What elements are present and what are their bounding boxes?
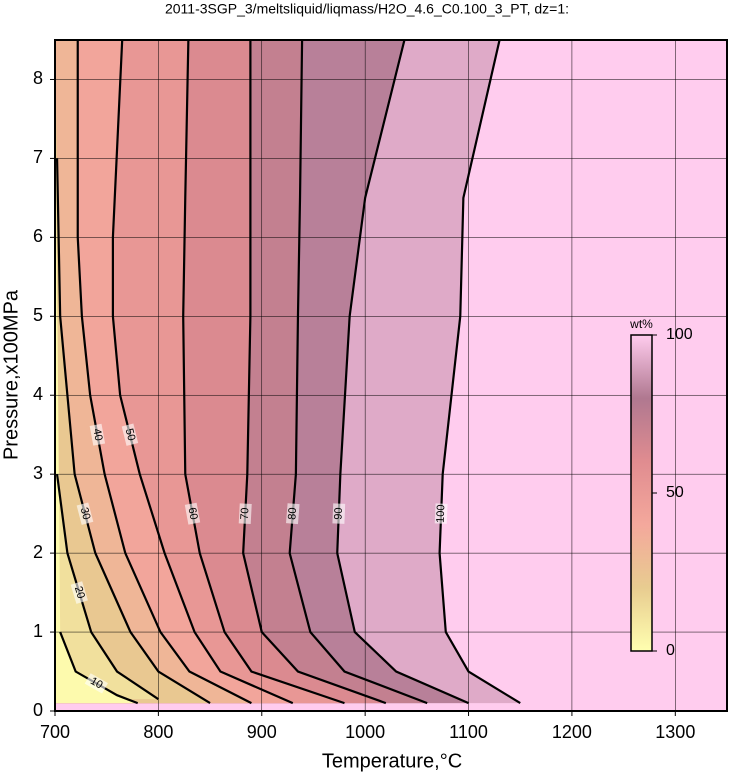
colorbar xyxy=(630,334,653,652)
y-tick-label: 5 xyxy=(33,305,43,325)
contour-label: 30 xyxy=(78,506,93,521)
contour-line xyxy=(111,40,294,705)
contour-label-bg xyxy=(76,502,94,525)
chart-title: 2011-3SGP_3/meltsliquid/liqmass/H2O_4.6_… xyxy=(165,1,569,17)
plot-frame xyxy=(54,39,728,712)
contour-fill xyxy=(55,40,252,704)
x-axis-label: Temperature,°C xyxy=(322,750,462,772)
contour-label-bg xyxy=(121,423,139,446)
contour-label: 20 xyxy=(72,585,87,600)
overlay: 700 800 900 1000 1100 1200 1300 0 1 2 3 4 5 6 7 8 wt% 0 50… xyxy=(33,39,728,742)
contour-label: 50 xyxy=(123,427,138,442)
y-tick-label: 8 xyxy=(33,68,43,88)
contour-label: 40 xyxy=(90,428,104,442)
y-tick-label: 6 xyxy=(33,226,43,246)
x-tick-label: 1000 xyxy=(345,722,385,742)
x-tick-label: 700 xyxy=(40,722,70,742)
contour-label: 10 xyxy=(88,675,105,692)
x-tick-label: 1100 xyxy=(449,722,488,742)
x-tick-label: 900 xyxy=(247,722,277,742)
plot-area: 100 90 80 70 60 50 40 30 20 10 xyxy=(55,40,727,711)
x-tick-label: 1200 xyxy=(552,722,592,742)
contour-label-bg xyxy=(332,503,346,524)
contour-line xyxy=(76,40,252,705)
contour-label: 80 xyxy=(286,507,299,520)
colorbar-tick-label: 50 xyxy=(666,484,684,501)
contour-label: 100 xyxy=(435,504,448,523)
x-tick-label: 800 xyxy=(143,722,173,742)
x-tick-label: 1300 xyxy=(655,722,695,742)
y-tick-label: 3 xyxy=(33,463,43,483)
colorbar-tick-label: 0 xyxy=(666,642,675,659)
contour-line xyxy=(55,474,159,701)
colorbar-label: wt% xyxy=(629,317,653,331)
contour-fill xyxy=(55,40,159,700)
contour-label: 90 xyxy=(332,507,344,520)
contour-label: 60 xyxy=(186,507,200,521)
contour-label-bg xyxy=(84,673,109,694)
y-tick-label: 1 xyxy=(33,621,43,641)
y-tick-label: 2 xyxy=(33,542,43,562)
contour-label-bg xyxy=(238,503,252,524)
y-tick-label: 4 xyxy=(33,384,43,404)
contour-label: 70 xyxy=(239,507,252,520)
contour-label-bg xyxy=(286,503,300,525)
contour-label-bg xyxy=(434,503,448,524)
y-tick-label: 0 xyxy=(33,700,43,720)
y-tick-label: 7 xyxy=(33,147,43,167)
contour-label-bg xyxy=(70,581,88,604)
contour-label-bg xyxy=(184,502,201,525)
y-axis-label: Pressure,x100MPa xyxy=(0,289,22,460)
colorbar-tick-label: 100 xyxy=(666,326,693,343)
contour-label-bg xyxy=(89,423,106,446)
